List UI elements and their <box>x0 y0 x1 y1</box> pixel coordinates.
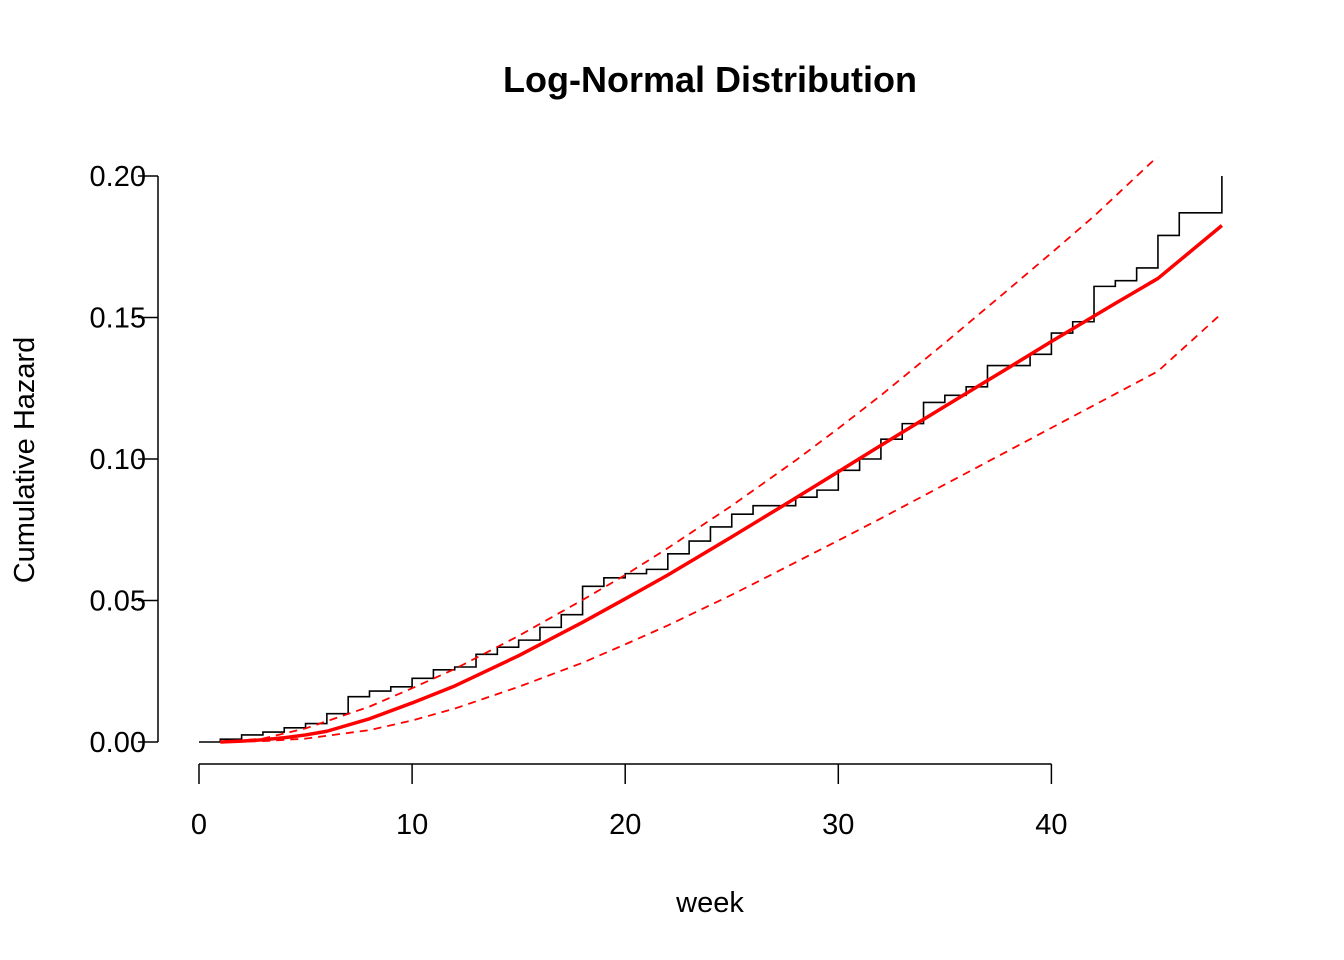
y-tick-label: 0.15 <box>90 303 146 335</box>
upper-ci-curve <box>220 157 1159 743</box>
km-step-curve <box>199 176 1223 743</box>
y-axis-label: Cumulative Hazard <box>9 337 41 584</box>
x-tick-label: 0 <box>191 809 207 841</box>
y-tick-label: 0.10 <box>90 444 146 476</box>
lower-ci-curve <box>220 312 1223 743</box>
y-tick-label: 0.00 <box>90 727 146 759</box>
plot-area <box>199 157 1223 744</box>
chart-title: Log-Normal Distribution <box>503 59 917 100</box>
y-tick-label: 0.05 <box>90 586 146 618</box>
y-tick-label: 0.20 <box>90 161 146 193</box>
x-tick-label: 30 <box>822 809 854 841</box>
x-tick-label: 20 <box>609 809 641 841</box>
x-tick-label: 40 <box>1035 809 1067 841</box>
x-axis: 0 10 20 30 40 <box>191 763 1068 841</box>
x-tick-label: 10 <box>396 809 428 841</box>
y-axis: 0.00 0.05 0.10 0.15 0.20 <box>90 161 159 759</box>
x-axis-label: week <box>675 887 744 919</box>
fitted-curve <box>220 224 1223 744</box>
